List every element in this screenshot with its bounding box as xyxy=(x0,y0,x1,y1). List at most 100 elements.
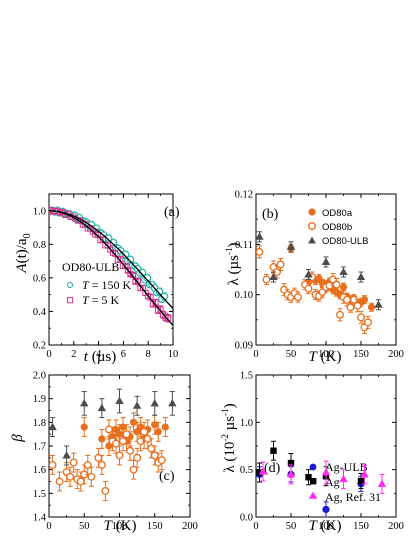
legend-marker-ag xyxy=(310,478,317,485)
data-point xyxy=(55,477,64,486)
data-point xyxy=(151,421,159,429)
legend-marker-5k xyxy=(66,297,74,304)
data-point xyxy=(115,451,124,460)
fit-curve xyxy=(49,210,173,309)
panel-a-axes: 0 2 4 6 8 10 0.2 0.4 0.6 0.8 1.0 xyxy=(33,193,178,360)
data-point xyxy=(138,268,147,277)
panel-a-series xyxy=(49,206,173,326)
x-tick-label: 200 xyxy=(388,521,404,532)
panel-b-ylabel: λ (µs-1) xyxy=(224,243,242,286)
panel-b-label: (b) xyxy=(262,207,279,222)
data-point xyxy=(286,242,296,250)
data-point xyxy=(101,487,110,495)
data-point xyxy=(132,401,142,409)
y-tick-label: 1.7 xyxy=(33,442,46,453)
y-tick-label: 0.5 xyxy=(240,465,253,476)
series-od80-ulb xyxy=(49,388,177,466)
data-point xyxy=(304,284,313,293)
legend-label-5k: T = 5 K xyxy=(82,293,119,307)
data-point xyxy=(150,399,159,407)
data-point xyxy=(97,403,107,412)
fit-curve xyxy=(49,210,173,326)
y-tick-label: 2.0 xyxy=(33,371,46,382)
data-point xyxy=(143,273,152,282)
data-point xyxy=(157,456,166,465)
panel-c-xlabel: T (K) xyxy=(104,518,137,534)
legend-label-ag-ulb: Ag-ULB xyxy=(325,460,368,474)
y-tick-label: 1.8 xyxy=(33,418,46,429)
data-point xyxy=(304,270,313,278)
data-point xyxy=(322,505,330,514)
y-tick-label: 0.09 xyxy=(235,341,253,352)
data-point xyxy=(339,474,348,483)
data-point xyxy=(357,313,365,322)
data-point xyxy=(256,232,264,240)
legend-label-od80-ulb: OD80-ULB xyxy=(322,236,368,247)
x-tick-label: 0 xyxy=(46,521,51,532)
x-tick-label: 100 xyxy=(318,349,334,360)
y-tick-label: 1.0 xyxy=(240,418,253,429)
legend-marker-150k xyxy=(66,281,74,289)
data-point xyxy=(80,399,89,407)
data-point xyxy=(286,470,296,478)
data-point xyxy=(336,310,344,319)
series-od80b xyxy=(49,419,166,501)
panel-d-xlabel: T (K) xyxy=(309,518,342,534)
data-point xyxy=(367,303,376,311)
data-point xyxy=(112,250,119,257)
data-point xyxy=(129,465,138,474)
data-point xyxy=(97,460,106,469)
data-point xyxy=(69,458,78,467)
panel-c-plot-area xyxy=(49,388,177,501)
legend-label-od80a: OD80a xyxy=(322,208,353,219)
legend-marker-ag-ref31 xyxy=(308,491,318,499)
y-tick-label: 0.2 xyxy=(33,341,46,352)
panel-a-texts: (a) OD80-ULB t (µs) A(t)/a0 T = 150 K T … xyxy=(14,205,180,365)
y-tick-label: 1.5 xyxy=(240,371,253,382)
plot-layer: 0 2 4 6 8 10 0.2 0.4 0.6 0.8 1.0 0 50 100 150 200 0.09 0.… xyxy=(33,190,404,533)
data-point xyxy=(353,301,362,310)
panel-b-axes: 0 50 100 150 200 0.09 0.10 0.11 0.12 xyxy=(235,190,404,361)
x-tick-label: 0 xyxy=(46,349,51,360)
data-point xyxy=(129,272,137,279)
x-tick-label: 50 xyxy=(286,349,297,360)
x-tick-label: 150 xyxy=(353,521,369,532)
legend-marker-ag-ulb xyxy=(309,463,317,471)
panel-d-ylabel: λ (10-2 µs-1) xyxy=(220,403,238,472)
y-tick-label: 0.8 xyxy=(33,240,46,251)
panel-c-texts: (c) T (K) β xyxy=(10,434,175,534)
data-point xyxy=(287,459,295,467)
data-point xyxy=(377,479,387,487)
y-tick-label: 0.0 xyxy=(240,513,253,524)
data-point xyxy=(321,257,331,265)
series-od80-ulb xyxy=(256,231,383,311)
legend-marker-od80b xyxy=(308,221,317,230)
x-tick-label: 0 xyxy=(253,521,258,532)
panel-c-ylabel: β xyxy=(10,434,26,443)
data-point xyxy=(130,418,138,426)
panel-a-annotation: OD80-ULB xyxy=(62,260,119,274)
data-point xyxy=(122,430,131,439)
x-tick-label: 150 xyxy=(353,349,369,360)
x-tick-label: 200 xyxy=(388,349,404,360)
x-tick-label: 4 xyxy=(96,349,102,360)
panel-d-plot-area xyxy=(256,440,387,517)
x-tick-label: 50 xyxy=(79,521,90,532)
data-point xyxy=(49,422,57,431)
panel-a-plot-area xyxy=(49,206,173,326)
data-point xyxy=(155,287,164,296)
panel-b-series xyxy=(256,231,383,334)
panel-b-texts: (b) T (K) λ (µs-1) OD80a OD80b OD80-ULB xyxy=(224,207,368,365)
panel-d-series xyxy=(256,440,387,517)
data-point xyxy=(364,318,372,327)
data-point xyxy=(98,435,106,443)
data-point xyxy=(133,453,142,462)
y-tick-label: 1.0 xyxy=(33,206,46,217)
legend-label-ag-ref31: Ag, Ref. 31 xyxy=(325,490,381,504)
data-point xyxy=(269,272,278,281)
panel-a-legend: T = 150 K T = 5 K xyxy=(66,278,131,307)
x-tick-label: 2 xyxy=(71,349,76,360)
data-point xyxy=(112,439,120,448)
